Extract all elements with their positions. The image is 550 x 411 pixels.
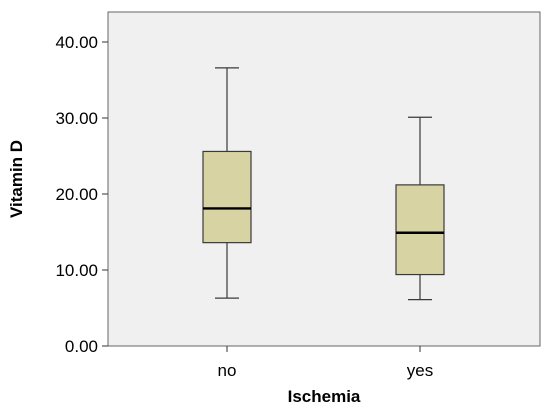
y-tick-label: 30.00 — [55, 109, 98, 128]
y-axis: 0.00 10.00 20.00 30.00 40.00 — [55, 33, 108, 356]
y-tick-label: 10.00 — [55, 261, 98, 280]
box-yes — [395, 116, 445, 301]
iqr-box — [395, 184, 445, 276]
y-tick-label: 20.00 — [55, 185, 98, 204]
y-tick-label: 0.00 — [65, 337, 98, 356]
y-axis-title: Vitamin D — [7, 140, 26, 218]
box-no — [202, 67, 252, 299]
x-tick-label: yes — [407, 361, 433, 380]
x-axis-title: Ischemia — [288, 387, 361, 406]
iqr-box — [202, 150, 252, 244]
plot-area — [107, 11, 541, 347]
box-series — [202, 67, 445, 301]
x-axis: no yes — [218, 346, 433, 380]
y-tick-label: 40.00 — [55, 33, 98, 52]
x-tick-label: no — [218, 361, 237, 380]
